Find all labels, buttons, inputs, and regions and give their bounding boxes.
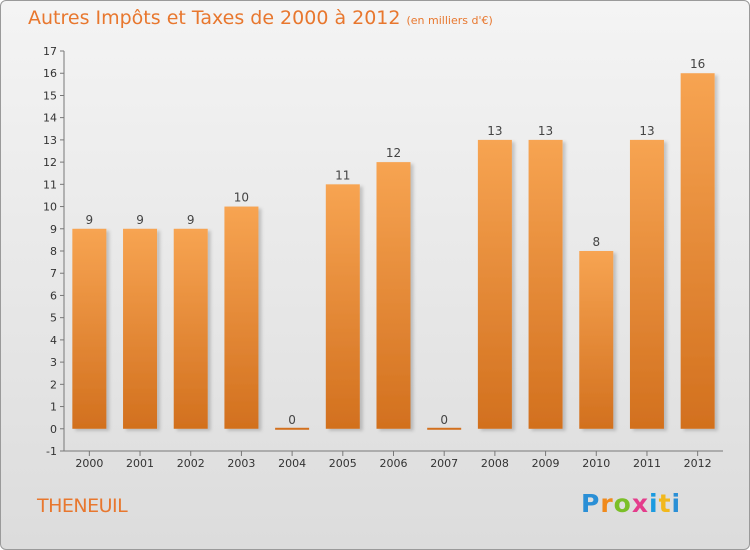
data-label: 12 xyxy=(386,146,401,160)
y-tick-label: 15 xyxy=(43,89,57,102)
logo-letter: i xyxy=(671,489,682,518)
data-label: 9 xyxy=(136,213,144,227)
x-tick-label: 2010 xyxy=(582,457,610,470)
y-tick-label: 3 xyxy=(50,356,57,369)
y-tick-label: 1 xyxy=(50,401,57,414)
bar xyxy=(224,206,259,429)
data-label: 10 xyxy=(234,191,249,205)
logo-letter: i xyxy=(649,489,659,518)
y-tick-label: 17 xyxy=(43,45,57,58)
bar xyxy=(376,162,411,429)
logo-letter: P xyxy=(581,489,601,518)
bar xyxy=(477,139,512,429)
y-tick-label: 8 xyxy=(50,245,57,258)
y-tick-label: 13 xyxy=(43,134,57,147)
chart-title: Autres Impôts et Taxes de 2000 à 2012 xyxy=(28,7,401,29)
data-label: 16 xyxy=(690,57,705,71)
bar xyxy=(629,139,664,429)
x-tick-label: 2005 xyxy=(329,457,357,470)
logo-letter: o xyxy=(613,489,632,518)
data-label: 13 xyxy=(639,124,654,138)
chart-bars xyxy=(72,73,715,430)
y-tick-label: 7 xyxy=(50,267,57,280)
proxiti-logo: Proxiti xyxy=(581,489,681,518)
logo-letter: t xyxy=(658,489,672,518)
x-tick-label: 2001 xyxy=(126,457,154,470)
y-tick-label: 6 xyxy=(50,289,57,302)
bar xyxy=(325,184,360,429)
y-tick-label: 12 xyxy=(43,156,57,169)
data-label: 0 xyxy=(288,413,296,427)
x-tick-label: 2012 xyxy=(684,457,712,470)
y-tick-label: 11 xyxy=(43,178,57,191)
y-tick-label: 16 xyxy=(43,67,57,80)
bar xyxy=(275,427,310,430)
x-tick-label: 2008 xyxy=(481,457,509,470)
y-tick-label: -1 xyxy=(46,445,57,458)
bar xyxy=(427,427,462,430)
x-tick-label: 2009 xyxy=(532,457,560,470)
data-label: 9 xyxy=(187,213,195,227)
y-tick-label: 9 xyxy=(50,223,57,236)
bar xyxy=(528,139,563,429)
chart-data-labels: 9 9 9 10 0 11 12 0 13 13 8 13 16 xyxy=(86,57,706,427)
chart-title-block: Autres Impôts et Taxes de 2000 à 2012 (en… xyxy=(28,7,493,29)
x-tick-label: 2006 xyxy=(380,457,408,470)
data-label: 9 xyxy=(86,213,94,227)
x-tick-label: 2002 xyxy=(177,457,205,470)
y-tick-label: 0 xyxy=(50,423,57,436)
y-tick-label: 14 xyxy=(43,112,57,125)
data-label: 11 xyxy=(335,168,350,182)
x-tick-label: 2007 xyxy=(430,457,458,470)
data-label: 13 xyxy=(538,124,553,138)
x-tick-label: 2011 xyxy=(633,457,661,470)
location-name: THENEUIL xyxy=(37,495,128,517)
data-label: 0 xyxy=(440,413,448,427)
x-tick-label: 2003 xyxy=(227,457,255,470)
y-tick-label: 5 xyxy=(50,312,57,325)
bar xyxy=(680,73,715,429)
chart-subtitle: (en milliers d'€) xyxy=(406,14,493,27)
logo-letter: r xyxy=(600,489,614,518)
bar xyxy=(173,228,208,429)
x-tick-label: 2004 xyxy=(278,457,306,470)
bar xyxy=(579,251,614,429)
data-label: 8 xyxy=(592,235,600,249)
bar xyxy=(123,228,158,429)
bar xyxy=(72,228,107,429)
x-tick-label: 2000 xyxy=(75,457,103,470)
y-tick-label: 2 xyxy=(50,378,57,391)
y-tick-label: 4 xyxy=(50,334,57,347)
y-tick-label: 10 xyxy=(43,201,57,214)
logo-letter: x xyxy=(631,489,649,518)
data-label: 13 xyxy=(487,124,502,138)
